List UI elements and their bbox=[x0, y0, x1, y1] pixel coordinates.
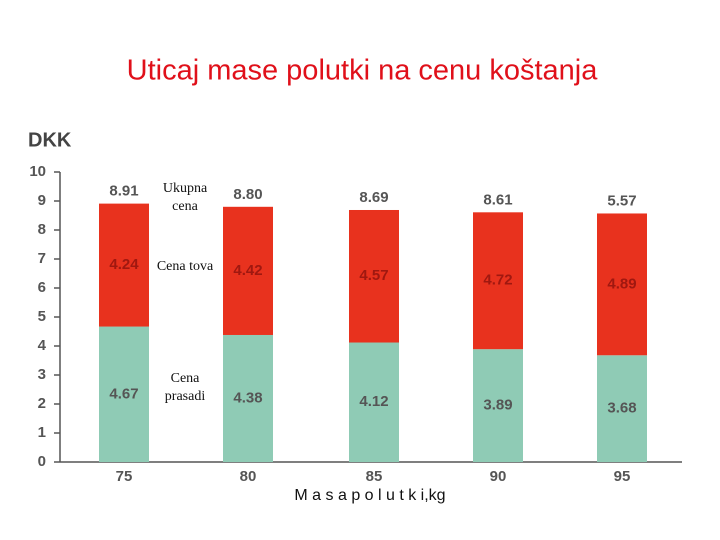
chart-title: Uticaj mase polutki na cenu koštanja bbox=[127, 55, 599, 87]
x-tick-label: 85 bbox=[366, 468, 383, 485]
x-tick-label: 80 bbox=[240, 468, 257, 485]
y-tick-label: 10 bbox=[29, 163, 46, 180]
total-value-label: 8.80 bbox=[233, 186, 262, 203]
series-label: Cena prasadi bbox=[164, 371, 206, 404]
value-label: 4.24 bbox=[109, 256, 139, 273]
value-label: 3.89 bbox=[483, 397, 512, 414]
bar-segment bbox=[597, 355, 647, 462]
x-tick-label: 90 bbox=[490, 468, 507, 485]
bar-segment bbox=[99, 326, 149, 462]
value-label: 4.42 bbox=[233, 262, 262, 279]
y-tick-label: 1 bbox=[38, 424, 46, 441]
bar-segment bbox=[349, 209, 399, 343]
value-label: 4.12 bbox=[359, 393, 388, 410]
y-axis-label: DKK bbox=[28, 129, 72, 151]
value-label: 3.68 bbox=[607, 400, 636, 417]
bar-segment bbox=[473, 212, 523, 350]
y-tick-label: 2 bbox=[38, 395, 46, 412]
y-tick-label: 4 bbox=[38, 337, 47, 354]
x-tick-label: 95 bbox=[614, 468, 631, 485]
x-tick-label: 75 bbox=[116, 468, 133, 485]
bar-segment bbox=[223, 334, 273, 462]
total-value-label: 8.69 bbox=[359, 189, 388, 206]
series-label: Cena tova bbox=[156, 259, 214, 274]
bar-segment bbox=[473, 349, 523, 462]
value-label: 4.38 bbox=[233, 389, 262, 406]
bar-segment bbox=[223, 206, 273, 335]
value-label: 4.89 bbox=[607, 275, 636, 292]
y-tick-label: 3 bbox=[38, 366, 46, 383]
value-label: 4.67 bbox=[109, 385, 138, 402]
y-tick-label: 5 bbox=[38, 308, 46, 325]
total-label: Ukupna cena bbox=[162, 181, 208, 214]
total-value-label: 8.61 bbox=[483, 191, 512, 208]
total-value-label: 8.91 bbox=[109, 183, 138, 200]
y-tick-label: 6 bbox=[38, 279, 46, 296]
bar-segment bbox=[349, 342, 399, 462]
value-label: 4.72 bbox=[483, 272, 512, 289]
bar-segment bbox=[597, 213, 647, 356]
y-tick-label: 0 bbox=[38, 453, 46, 470]
y-tick-label: 7 bbox=[38, 250, 46, 267]
y-tick-label: 8 bbox=[38, 221, 46, 238]
value-label: 4.57 bbox=[359, 267, 388, 284]
bar-segment bbox=[99, 203, 149, 327]
y-tick-label: 9 bbox=[38, 192, 46, 209]
x-axis-label: M a s a p o l u t k i,kg bbox=[294, 487, 445, 504]
total-value-label: 5.57 bbox=[607, 192, 636, 209]
